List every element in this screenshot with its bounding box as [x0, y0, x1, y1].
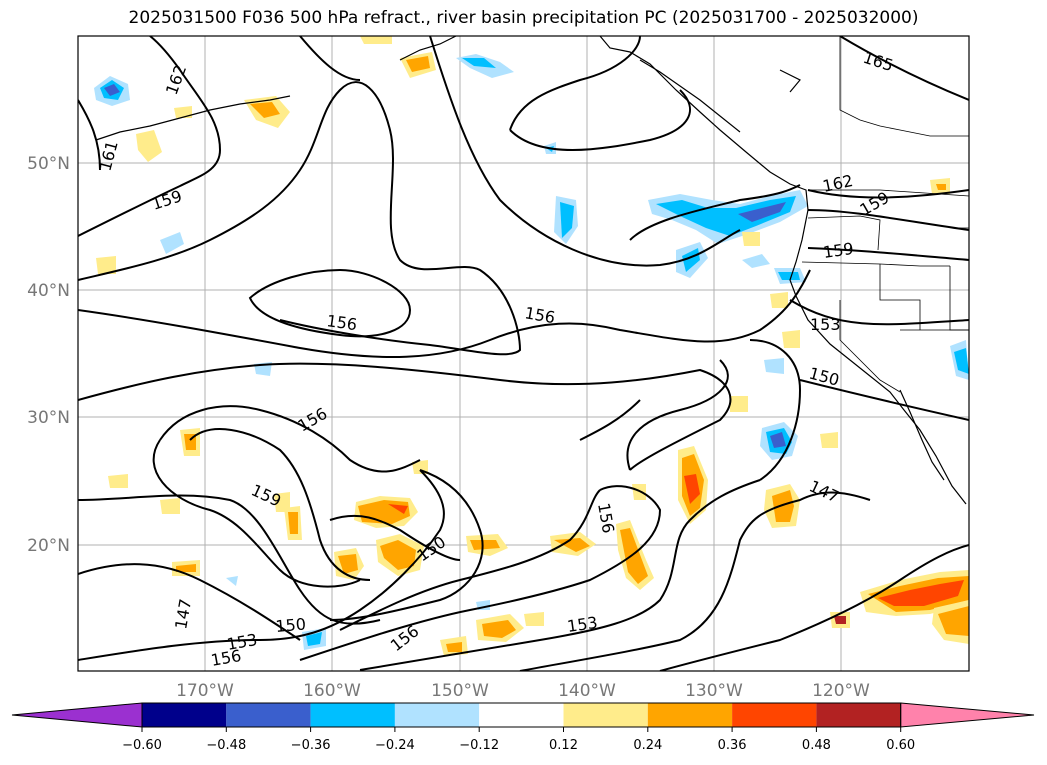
lat-label: 50°N: [27, 154, 70, 174]
lat-label: 30°N: [27, 408, 70, 428]
latitude-labels: 50°N 40°N 30°N 20°N: [27, 154, 70, 556]
refractivity-contours: [78, 36, 969, 671]
colorbar-tick-label: −0.24: [375, 738, 415, 753]
lon-label: 140°W: [558, 681, 616, 701]
coastlines: [95, 36, 967, 505]
contour-label-156: 156: [325, 311, 358, 334]
colorbar: [11, 702, 1035, 728]
lon-label: 150°W: [431, 681, 489, 701]
colorbar-segment: [310, 703, 395, 727]
map-area: [78, 36, 969, 671]
lon-label: 120°W: [812, 681, 870, 701]
contour-label-153: 153: [810, 315, 841, 334]
lon-label: 170°W: [176, 681, 234, 701]
lat-label: 20°N: [27, 536, 70, 556]
colorbar-segment: [647, 703, 733, 727]
colorbar-ticks: −0.60 −0.48 −0.36 −0.24 −0.12 0.12 0.24 0.36 0.4…: [122, 727, 915, 753]
map-title: 2025031500 F036 500 hPa refract., river …: [128, 8, 919, 28]
colorbar-segment: [479, 703, 564, 727]
contour-label-153: 153: [566, 613, 599, 636]
colorbar-extend-high: [900, 702, 1035, 728]
colorbar-segment: [563, 703, 648, 727]
colorbar-segment: [394, 703, 480, 727]
colorbar-tick-label: 0.60: [886, 738, 915, 753]
lon-label: 130°W: [685, 681, 743, 701]
lat-label: 40°N: [27, 281, 70, 301]
longitude-labels: 170°W 160°W 150°W 140°W 130°W 120°W: [176, 681, 870, 701]
colorbar-tick-label: −0.60: [122, 738, 162, 753]
colorbar-outline: [141, 702, 902, 728]
map-frame: [77, 35, 970, 672]
colorbar-segment: [142, 703, 227, 727]
colorbar-tick-label: 0.36: [718, 738, 747, 753]
lon-label: 160°W: [303, 681, 361, 701]
colorbar-tick-label: −0.36: [291, 738, 331, 753]
colorbar-tick-label: −0.48: [206, 738, 246, 753]
colorbar-tick-label: 0.48: [802, 738, 831, 753]
colorbar-extend-low: [11, 702, 143, 728]
colorbar-tick-label: 0.12: [549, 738, 578, 753]
contour-label-150: 150: [275, 614, 307, 636]
colorbar-tick-label: −0.12: [459, 738, 499, 753]
contour-label-159: 159: [822, 239, 855, 262]
colorbar-segment: [226, 703, 311, 727]
colorbar-segment: [732, 703, 817, 727]
colorbar-tick-label: 0.24: [633, 738, 662, 753]
colorbar-segment: [816, 703, 901, 727]
